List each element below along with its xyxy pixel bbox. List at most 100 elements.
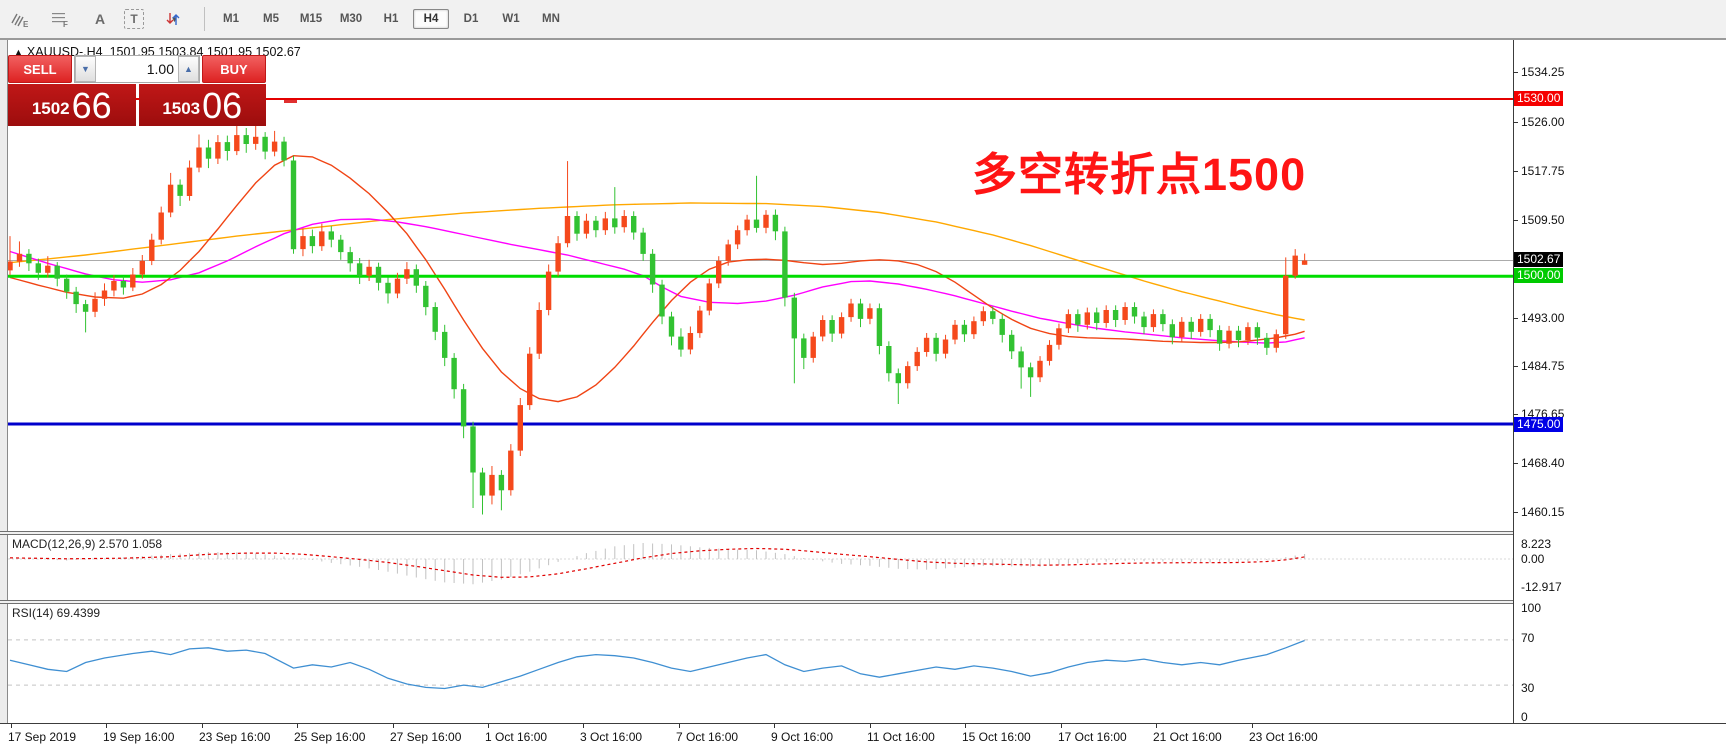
axis-tick [1513,318,1518,319]
volume-decrease-button[interactable]: ▼ [75,56,96,82]
time-axis-label: 17 Sep 2019 [8,730,77,744]
svg-text:F: F [63,20,68,28]
time-tick [583,724,584,728]
time-tick [870,724,871,728]
axis-tick [1513,171,1518,172]
grid-icon[interactable]: F [44,5,76,33]
timeframe-button-m15[interactable]: M15 [299,13,323,25]
price-chart-canvas[interactable] [8,44,1513,531]
time-axis-label: 23 Sep 16:00 [199,730,271,744]
time-tick [297,724,298,728]
time-tick [1252,724,1253,728]
price-axis-label: 1493.00 [1521,311,1565,325]
collapse-triangle-icon[interactable]: ▲ [14,47,23,57]
text-box-icon[interactable]: T [124,9,144,29]
axis-tick [1513,463,1518,464]
timeframe-button-h1[interactable]: H1 [383,13,399,25]
indicators-icon[interactable]: E [4,5,36,33]
time-axis-label: 27 Sep 16:00 [390,730,462,744]
bid-price-pips: 66 [71,85,112,126]
volume-stepper: ▼ ▲ [74,55,200,83]
arrange-icon[interactable]: ▼ [152,5,194,33]
indicator-axis-label: 30 [1521,681,1535,695]
indicator-axis-label: 0.00 [1521,552,1545,566]
time-axis-label: 11 Oct 16:00 [867,730,935,744]
toolbar: E F A T ▼ M1 M5 M15 M30 H1 H4 D1 W1 MN [0,0,1726,40]
time-axis-label: 9 Oct 16:00 [771,730,834,744]
indicator-axis-label: 70 [1521,631,1535,645]
rsi-indicator-label: RSI(14) 69.4399 [12,606,101,620]
time-axis-label: 21 Oct 16:00 [1153,730,1222,744]
timeframe-button-d1[interactable]: D1 [463,13,479,25]
time-tick [965,724,966,728]
bid-price-main: 1502 [31,99,70,118]
time-axis-label: 19 Sep 16:00 [103,730,175,744]
price-axis-label: 1460.15 [1521,505,1565,519]
timeframe-button-w1[interactable]: W1 [502,13,520,25]
window-left-edge [0,40,8,752]
indicator-axis-label: 0 [1521,710,1528,724]
time-axis-label: 23 Oct 16:00 [1249,730,1318,744]
price-marker-dash [284,100,297,103]
time-axis-label: 15 Oct 16:00 [962,730,1031,744]
price-badge-1530.00: 1530.00 [1514,91,1564,106]
axis-tick [1513,220,1518,221]
time-tick [106,724,107,728]
time-axis-label: 1 Oct 16:00 [485,730,548,744]
time-axis-label: 25 Sep 16:00 [294,730,366,744]
time-axis[interactable]: 17 Sep 2019 19 Sep 16:00 23 Sep 16:00 25 Se… [0,724,1726,752]
timeframe-group: M1 M5 M15 M30 H1 H4 D1 W1 MN [211,9,571,29]
text-label-icon[interactable]: A [94,11,106,27]
time-tick [11,724,12,728]
axis-tick [1513,122,1518,123]
price-badge-1475.00: 1475.00 [1514,417,1564,432]
time-tick [774,724,775,728]
axis-tick [1513,366,1518,367]
indicator-axis-label: 8.223 [1521,537,1552,551]
sell-button[interactable]: SELL [8,55,72,83]
timeframe-button-h4[interactable]: H4 [413,9,449,29]
bid-price-panel[interactable]: 1502 66 [8,84,136,126]
axis-tick [1513,512,1518,513]
timeframe-button-m1[interactable]: M1 [223,13,239,25]
volume-input[interactable] [96,56,178,82]
price-axis-label: 1484.75 [1521,359,1565,373]
price-badge-1502.67: 1502.67 [1514,252,1564,267]
chart-annotation-text: 多空转折点1500 [972,149,1307,200]
price-axis-border [1513,40,1514,752]
svg-text:E: E [23,20,29,28]
time-tick [1061,724,1062,728]
pane-separator[interactable] [0,531,1513,535]
price-axis-label: 1509.50 [1521,213,1565,227]
axis-tick [1513,72,1518,73]
time-axis-label: 17 Oct 16:00 [1058,730,1127,744]
time-tick [679,724,680,728]
buy-button[interactable]: BUY [202,55,266,83]
price-axis-label: 1517.75 [1521,164,1565,178]
chart-area: ▲ XAUUSD-,H4 1501.95 1503.84 1501.95 1502… [0,40,1726,752]
volume-increase-button[interactable]: ▲ [178,56,199,82]
time-tick [202,724,203,728]
time-tick [1156,724,1157,728]
ask-price-panel[interactable]: 1503 06 [138,84,266,126]
time-tick [488,724,489,728]
indicator-axis-label: 100 [1521,601,1542,615]
price-badge-1500.00: 1500.00 [1514,268,1564,283]
macd-pane-canvas[interactable] [8,533,1513,598]
timeframe-button-m30[interactable]: M30 [339,13,363,25]
time-axis-label: 3 Oct 16:00 [580,730,643,744]
ask-price-pips: 06 [202,85,243,126]
toolbar-separator [204,7,205,31]
one-click-trading-panel: SELL ▼ ▲ BUY 1502 66 1503 06 [8,55,266,126]
macd-indicator-label: MACD(12,26,9) 2.570 1.058 [12,537,163,551]
timeframe-button-m5[interactable]: M5 [263,13,279,25]
price-axis-label: 1534.25 [1521,65,1565,79]
ask-price-main: 1503 [162,99,201,118]
axis-tick [1513,414,1518,415]
timeframe-button-mn[interactable]: MN [542,13,560,25]
rsi-pane-canvas[interactable] [8,602,1513,723]
pane-separator[interactable] [0,600,1513,604]
indicator-axis-label: -12.917 [1521,580,1562,594]
time-axis-label: 7 Oct 16:00 [676,730,739,744]
